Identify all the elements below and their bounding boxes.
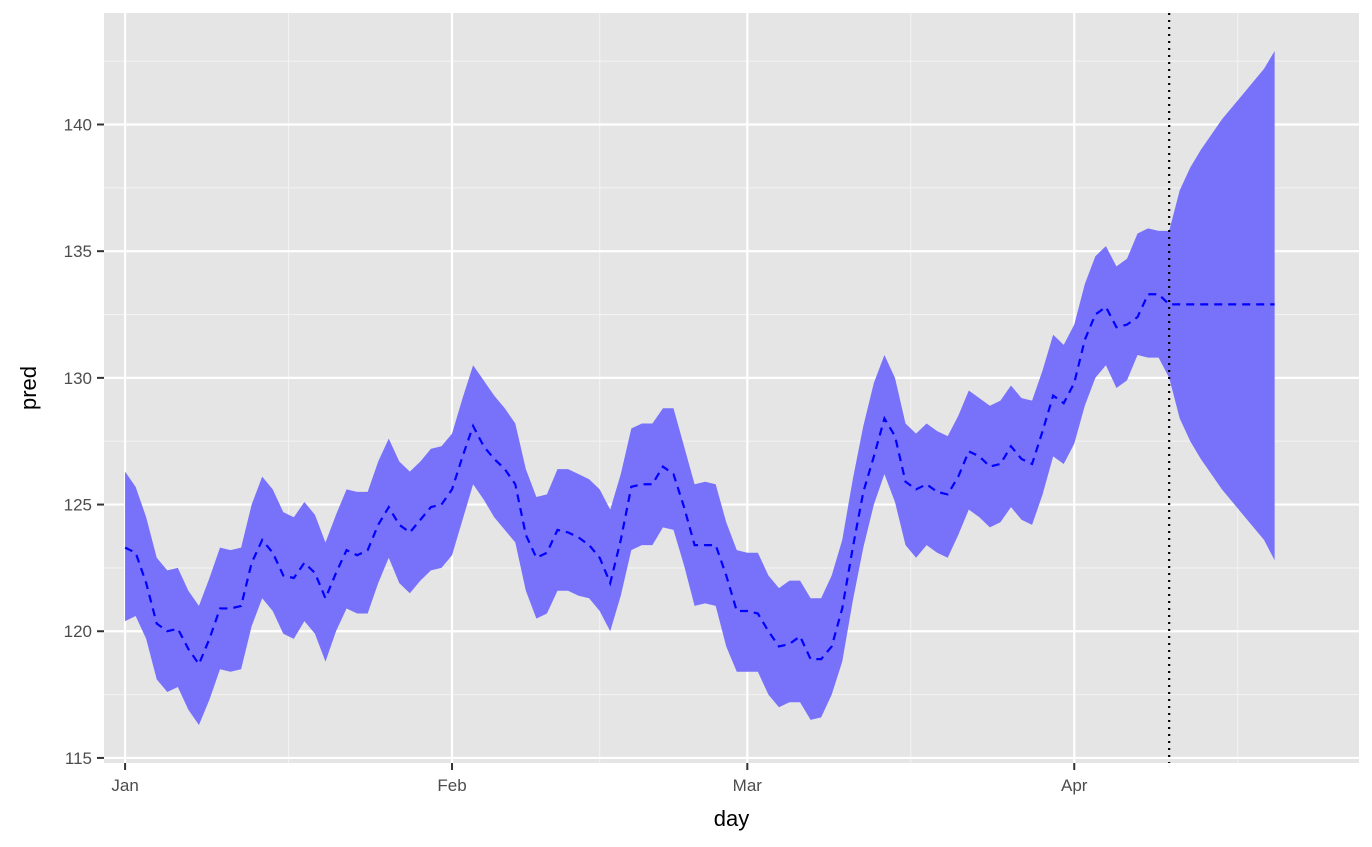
- y-tick-label: 115: [65, 749, 92, 768]
- y-axis: 115 120 125 130 135 140: [64, 115, 104, 768]
- y-axis-title: pred: [16, 366, 41, 410]
- x-tick-label: Mar: [733, 776, 763, 795]
- x-tick-label: Feb: [437, 776, 466, 795]
- y-tick-label: 120: [64, 622, 92, 641]
- x-tick-label: Jan: [111, 776, 138, 795]
- prediction-line: [124, 293, 1275, 667]
- confidence-band: [125, 51, 1275, 725]
- x-axis: Jan Feb Mar Apr: [111, 763, 1088, 795]
- y-tick-label: 125: [64, 496, 92, 515]
- y-tick-label: 135: [64, 242, 92, 261]
- x-tick-label: Apr: [1061, 776, 1088, 795]
- y-tick-label: 140: [64, 115, 92, 134]
- x-axis-title: day: [714, 806, 749, 831]
- y-tick-label: 130: [64, 369, 92, 388]
